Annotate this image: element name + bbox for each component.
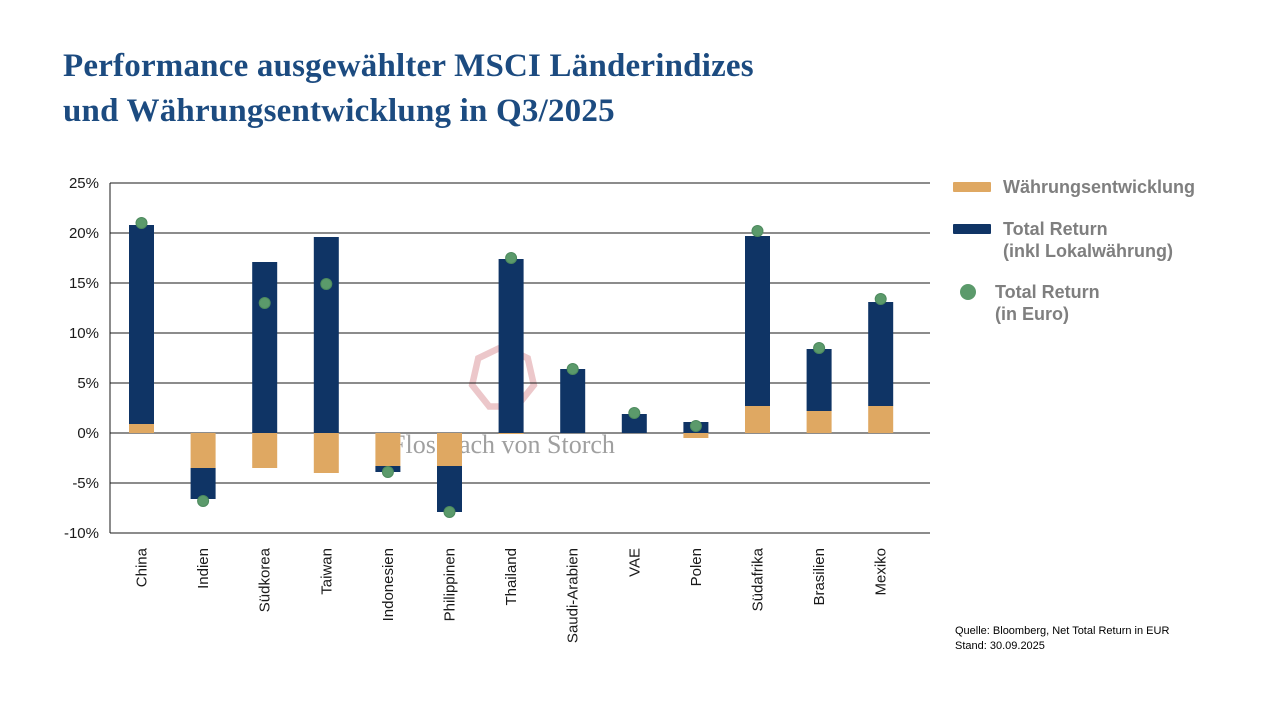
total-return-euro-dot-icon	[960, 284, 976, 300]
currency-swatch-icon	[953, 182, 991, 192]
page-title-line2: und Währungsentwicklung in Q3/2025	[63, 93, 615, 129]
svg-text:Südkorea: Südkorea	[257, 547, 274, 612]
page-title: Performance ausgewählter MSCI Länderindi…	[63, 44, 963, 134]
legend-label-total-return-euro: Total Return (in Euro)	[995, 282, 1100, 324]
svg-text:Taiwan: Taiwan	[318, 548, 335, 595]
svg-text:0%: 0%	[77, 425, 99, 442]
svg-text:10%: 10%	[69, 325, 99, 342]
svg-text:Südafrika: Südafrika	[750, 547, 767, 611]
svg-text:Polen: Polen	[688, 548, 705, 586]
svg-text:VAE: VAE	[626, 548, 643, 577]
svg-text:Indien: Indien	[195, 548, 212, 589]
legend-item-total-return-euro: Total Return (in Euro)	[953, 281, 1100, 325]
page-title-line1: Performance ausgewählter MSCI Länderindi…	[63, 48, 754, 84]
total-return-local-swatch-icon	[953, 224, 991, 234]
date-line: Stand: 30.09.2025	[955, 640, 1045, 652]
svg-text:Saudi-Arabien: Saudi-Arabien	[565, 548, 582, 643]
svg-text:-5%: -5%	[72, 475, 99, 492]
svg-text:Thailand: Thailand	[503, 548, 520, 606]
svg-text:China: China	[134, 547, 151, 587]
svg-text:5%: 5%	[77, 375, 99, 392]
svg-text:Philippinen: Philippinen	[442, 548, 459, 621]
source-line: Quelle: Bloomberg, Net Total Return in E…	[955, 625, 1170, 637]
svg-text:-10%: -10%	[64, 525, 99, 542]
legend-label-currency: Währungsentwicklung	[1003, 177, 1196, 197]
legend-item-currency: Währungsentwicklung	[953, 176, 1195, 198]
legend-item-total-return-local: Total Return (inkl Lokalwährung)	[953, 218, 1173, 262]
watermark-text: Flossbach von Storch	[391, 430, 615, 459]
svg-text:15%: 15%	[69, 275, 99, 292]
legend-label-total-return-local: Total Return (inkl Lokalwährung)	[1003, 219, 1174, 261]
svg-text:Brasilien: Brasilien	[811, 548, 828, 606]
svg-text:Indonesien: Indonesien	[380, 548, 397, 621]
svg-text:25%: 25%	[69, 175, 99, 192]
svg-text:Mexiko: Mexiko	[873, 548, 890, 596]
svg-text:20%: 20%	[69, 225, 99, 242]
source-note: Quelle: Bloomberg, Net Total Return in E…	[955, 624, 1169, 654]
